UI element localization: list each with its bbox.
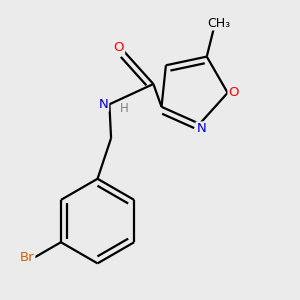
Text: N: N xyxy=(98,98,108,111)
Text: N: N xyxy=(196,122,206,135)
Text: O: O xyxy=(229,86,239,99)
Text: CH₃: CH₃ xyxy=(208,16,231,29)
Text: H: H xyxy=(120,102,129,115)
Text: Br: Br xyxy=(20,251,34,264)
Text: O: O xyxy=(114,41,124,54)
